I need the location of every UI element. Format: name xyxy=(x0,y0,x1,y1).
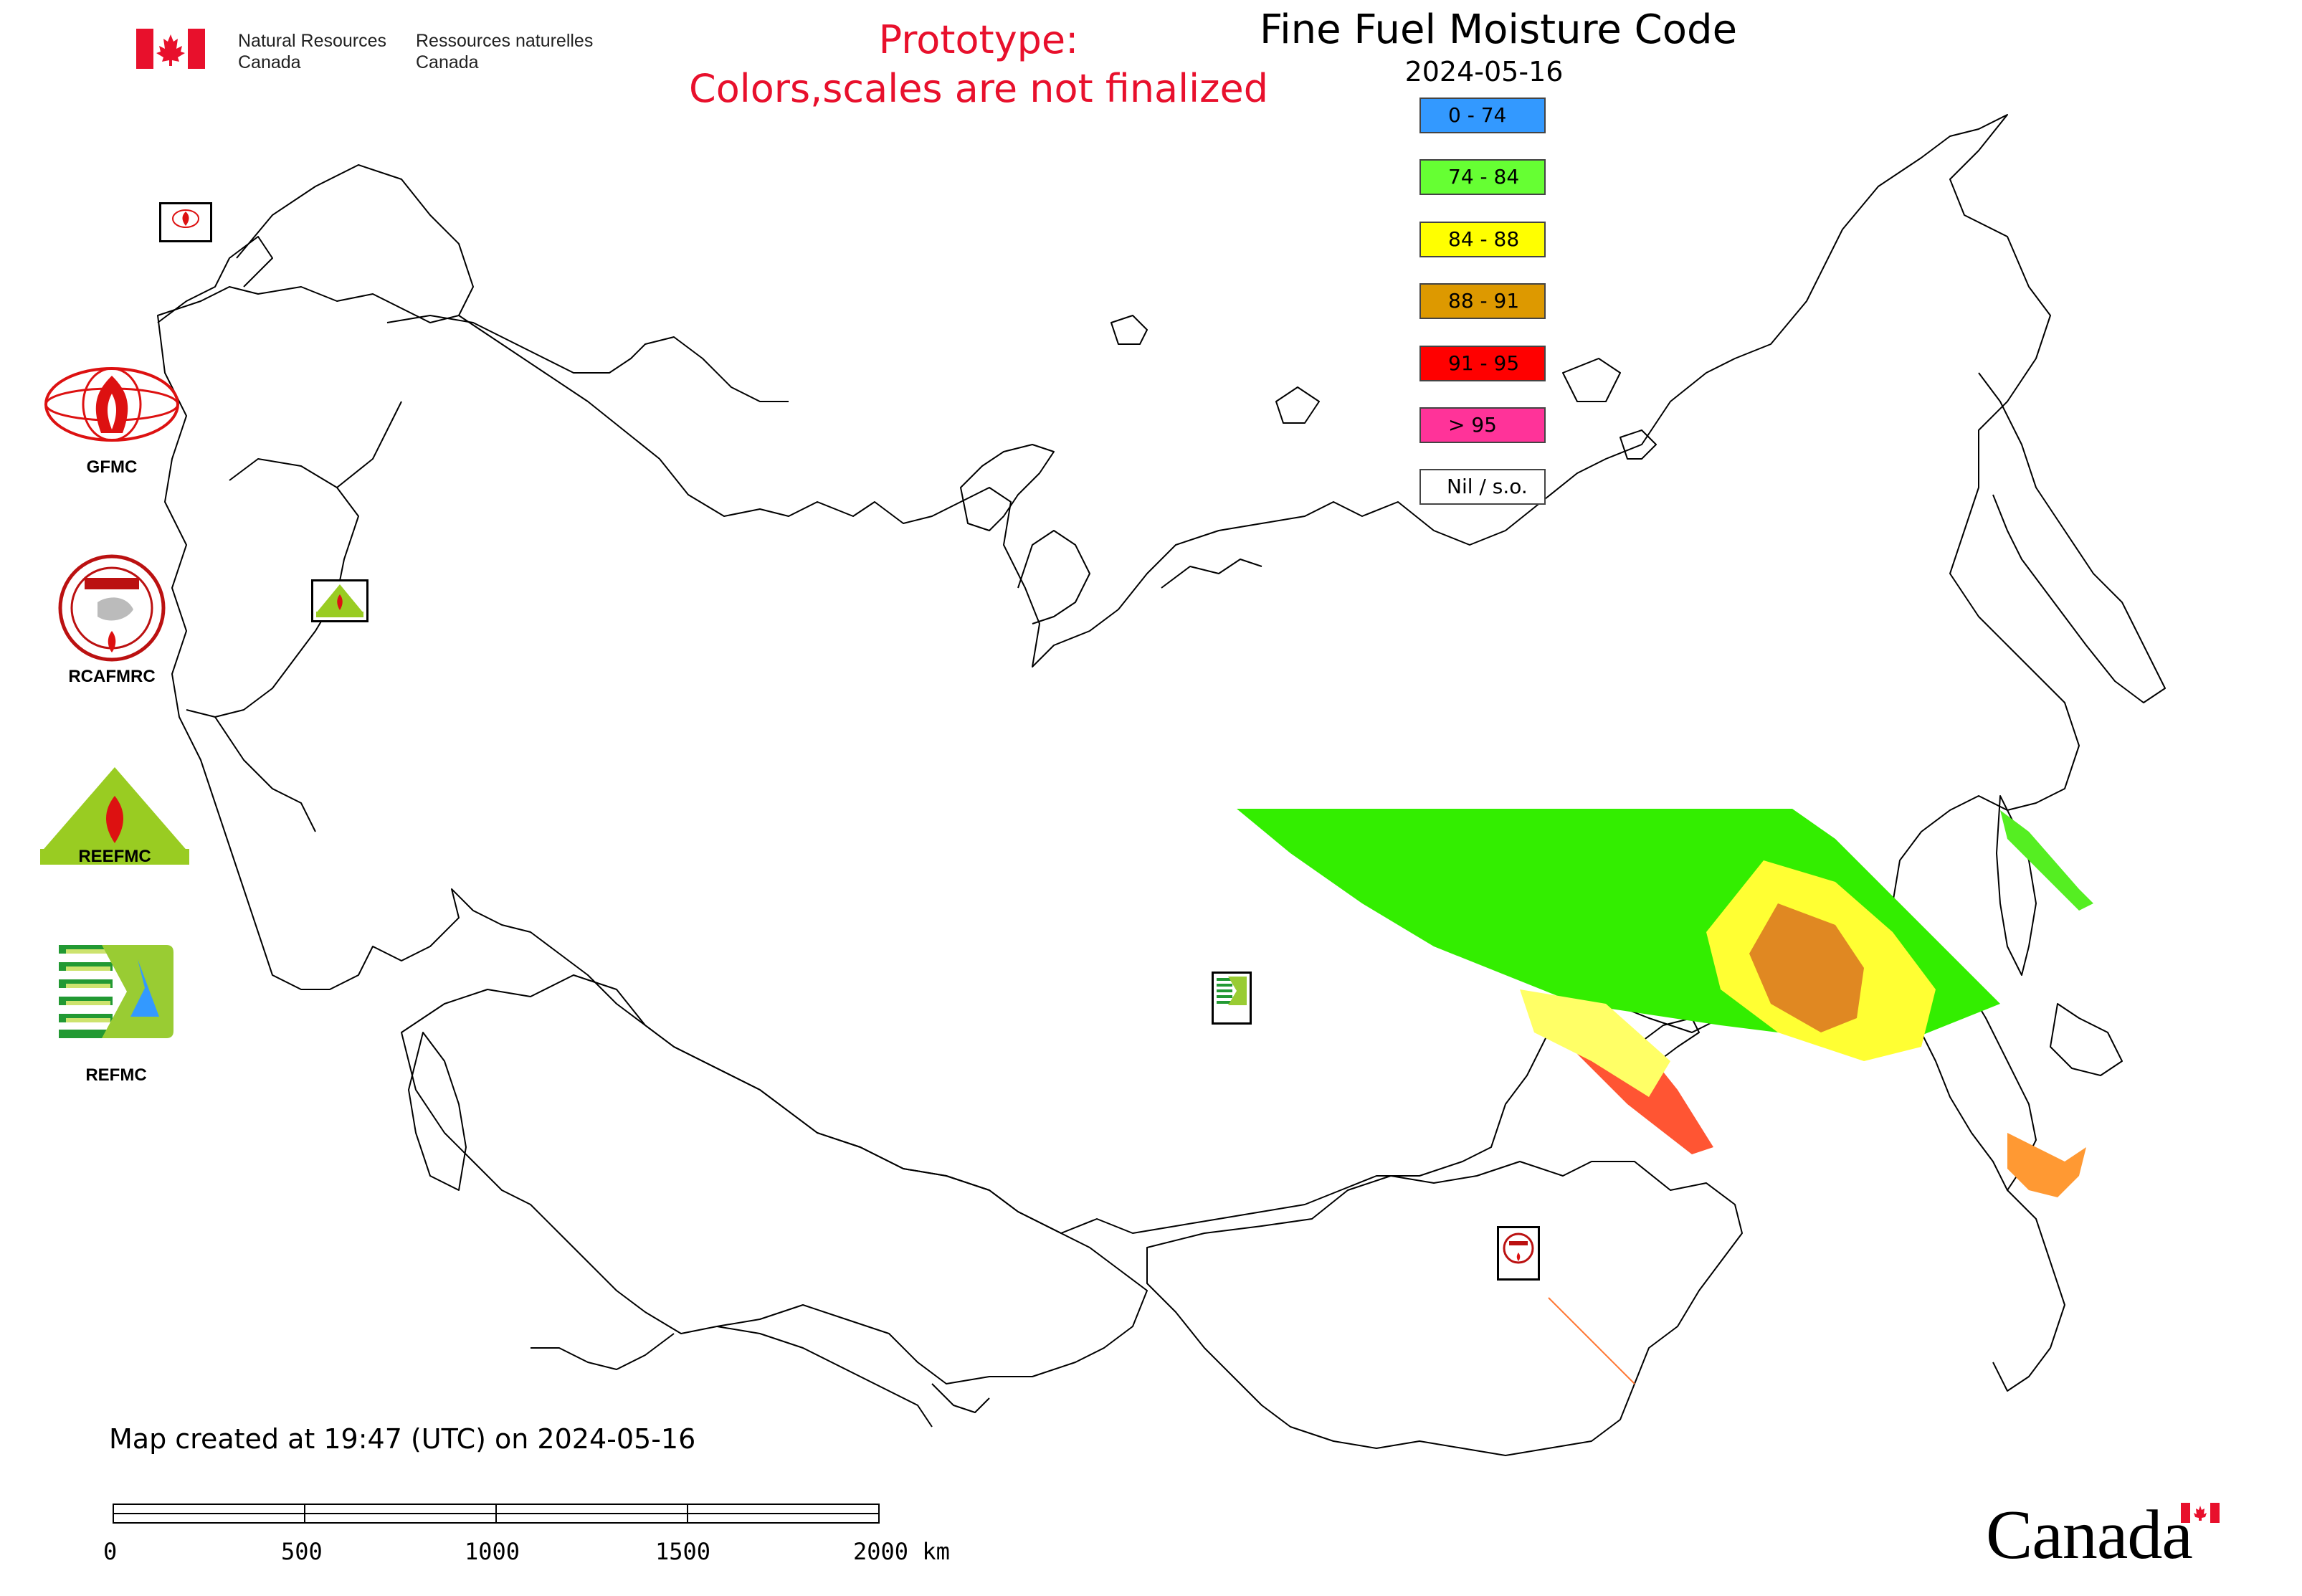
map-title: Fine Fuel Moisture Code xyxy=(1259,6,1738,53)
nrcan-en-line2: Canada xyxy=(238,52,301,72)
rcafmrc-logo[interactable]: RCAFMRC xyxy=(40,552,184,695)
korea-outline xyxy=(1992,1189,2065,1392)
legend-item-91-95: 91 - 95 xyxy=(1419,346,1546,381)
legend-item-74-84: 74 - 84 xyxy=(1419,159,1546,195)
reefmc-icon xyxy=(316,584,363,617)
refmc-icon xyxy=(1217,977,1247,1005)
ffmc-region-yellow-2 xyxy=(1520,989,1670,1097)
scale-tick-1000: 1000 xyxy=(465,1538,520,1565)
yamal-outline xyxy=(1017,530,1262,624)
novaya-zemlya-outline xyxy=(960,444,1055,531)
scale-bar xyxy=(113,1504,880,1524)
map-marker-refmc[interactable] xyxy=(1212,972,1252,1025)
map-created-timestamp: Map created at 19:47 (UTC) on 2024-05-16 xyxy=(109,1423,696,1455)
ffmc-raster xyxy=(1237,809,2093,1384)
prototype-line1: Prototype: xyxy=(878,17,1079,62)
nrcan-name-fr: Ressources naturelles Canada xyxy=(416,30,593,73)
map-marker-gfmc[interactable] xyxy=(159,202,212,242)
caspian-outline xyxy=(408,1032,467,1191)
gfmc-logo[interactable]: GFMC xyxy=(40,361,184,477)
kola-outline xyxy=(386,315,789,402)
legend-item-84-88: 84 - 88 xyxy=(1419,222,1546,257)
refmc-label: REFMC xyxy=(85,1065,147,1085)
prototype-line2: Colors,scales are not finalized xyxy=(689,66,1268,111)
eastern-europe-outline xyxy=(157,164,474,832)
country-boundaries xyxy=(157,114,2166,1456)
reefmc-logo-text: REEFMC xyxy=(78,847,151,866)
legend-item-0-74: 0 - 74 xyxy=(1419,98,1546,133)
nrcan-name-en: Natural Resources Canada xyxy=(238,30,386,73)
ffmc-region-sakhalin xyxy=(2007,1133,2086,1197)
central-asia-outline xyxy=(531,1326,990,1428)
canada-wordmark-text: Canada xyxy=(1986,1496,2193,1574)
scale-tick-0: 0 xyxy=(103,1538,118,1565)
nrcan-fr-line1: Ressources naturelles xyxy=(416,31,594,51)
map-date: 2024-05-16 xyxy=(1404,56,1564,87)
gfmc-icon xyxy=(172,209,199,228)
scale-tick-1500: 1500 xyxy=(655,1538,711,1565)
canada-wordmark: Canada xyxy=(1986,1495,2193,1575)
reefmc-icon: REEFMC xyxy=(40,767,189,866)
rcafmrc-icon xyxy=(1503,1232,1534,1264)
rcafmrc-label: RCAFMRC xyxy=(68,667,156,686)
map-marker-reefmc[interactable] xyxy=(311,579,368,622)
ffmc-streak xyxy=(1548,1297,1635,1384)
scale-tick-2000-km: 2000 km xyxy=(853,1538,950,1565)
gfmc-icon xyxy=(44,367,179,442)
russia-outline xyxy=(157,114,2080,1234)
prototype-notice: Prototype: Colors,scales are not finaliz… xyxy=(645,16,1312,113)
canada-wordmark-flag-icon xyxy=(2181,1503,2220,1523)
nrcan-en-line1: Natural Resources xyxy=(238,31,387,51)
legend-item-gt-95: > 95 xyxy=(1419,407,1546,443)
severnaya-zemlya-outline xyxy=(1110,315,1657,460)
reefmc-logo[interactable]: REEFMC xyxy=(37,767,192,875)
refmc-icon xyxy=(59,945,173,1038)
map-marker-rcafmrc[interactable] xyxy=(1497,1226,1540,1281)
ffmc-region-orange xyxy=(1749,903,1864,1032)
kamchatka-outline xyxy=(1978,372,2166,703)
legend-item-nil: Nil / s.o. xyxy=(1419,469,1546,505)
kazakhstan-outline xyxy=(401,974,1148,1384)
mongolia-outline xyxy=(1146,1161,1743,1456)
legend-item-88-91: 88 - 91 xyxy=(1419,283,1546,319)
ffmc-region-kamchatka xyxy=(2000,810,2093,911)
nrcan-fr-line2: Canada xyxy=(416,52,479,72)
nrcan-signature: Natural Resources Canada Ressources natu… xyxy=(136,29,624,79)
gfmc-label: GFMC xyxy=(86,457,138,477)
rcafmrc-icon xyxy=(58,554,166,662)
refmc-logo[interactable]: REFMC xyxy=(59,945,173,1088)
hokkaido-outline xyxy=(2050,1003,2123,1076)
scale-tick-500: 500 xyxy=(281,1538,323,1565)
canada-flag-icon xyxy=(136,29,205,69)
